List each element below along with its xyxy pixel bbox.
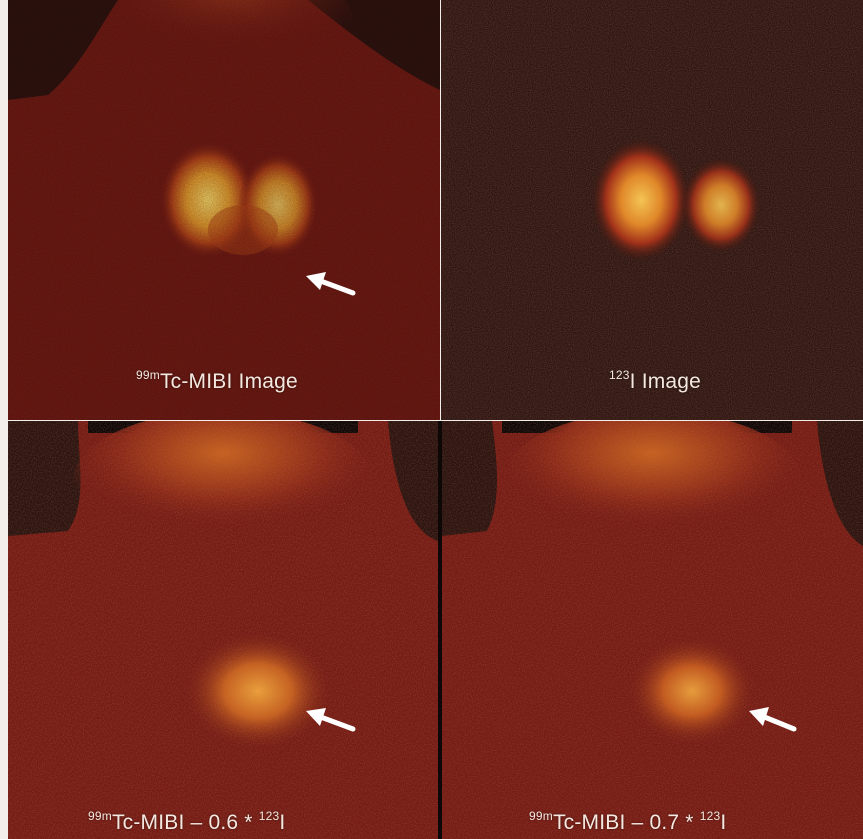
panel-subtraction-07: 99mTc-MIBI – 0.7 * 123I bbox=[442, 421, 863, 839]
caption-i123-image: 123I Image bbox=[609, 368, 702, 393]
arrow-icon bbox=[306, 272, 356, 296]
i123-image bbox=[441, 0, 863, 420]
subtraction-06-image bbox=[8, 421, 438, 839]
arrow-icon bbox=[749, 707, 797, 732]
subtraction-07-image bbox=[442, 421, 863, 839]
panel-tc-mibi-image: 99mTc-MIBI Image bbox=[8, 0, 440, 420]
tc-mibi-image bbox=[8, 0, 440, 420]
caption-tc-mibi-image: 99mTc-MIBI Image bbox=[136, 368, 298, 393]
caption-subtraction-06: 99mTc-MIBI – 0.6 * 123I bbox=[88, 809, 286, 834]
panel-i123-image: 123I Image bbox=[441, 0, 863, 420]
caption-subtraction-07: 99mTc-MIBI – 0.7 * 123I bbox=[529, 809, 727, 834]
arrow-icon bbox=[306, 708, 356, 732]
panel-divider bbox=[438, 421, 442, 839]
panel-subtraction-06: 99mTc-MIBI – 0.6 * 123I bbox=[8, 421, 438, 839]
